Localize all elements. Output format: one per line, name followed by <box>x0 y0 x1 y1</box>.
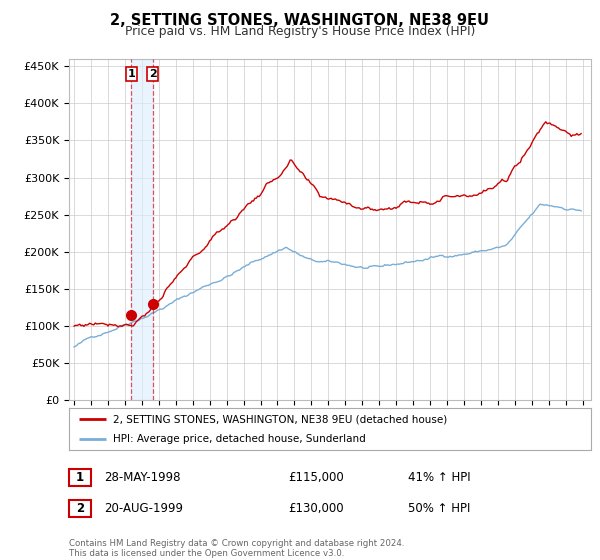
Text: HPI: Average price, detached house, Sunderland: HPI: Average price, detached house, Sund… <box>113 434 366 444</box>
Text: 2, SETTING STONES, WASHINGTON, NE38 9EU: 2, SETTING STONES, WASHINGTON, NE38 9EU <box>110 13 490 28</box>
Text: 20-AUG-1999: 20-AUG-1999 <box>104 502 183 515</box>
Text: Contains HM Land Registry data © Crown copyright and database right 2024.
This d: Contains HM Land Registry data © Crown c… <box>69 539 404 558</box>
Text: £115,000: £115,000 <box>288 470 344 484</box>
Text: 1: 1 <box>76 470 84 484</box>
Text: £130,000: £130,000 <box>288 502 344 515</box>
Text: 28-MAY-1998: 28-MAY-1998 <box>104 470 181 484</box>
Bar <box>131 59 152 400</box>
Text: 41% ↑ HPI: 41% ↑ HPI <box>408 470 470 484</box>
Text: 2, SETTING STONES, WASHINGTON, NE38 9EU (detached house): 2, SETTING STONES, WASHINGTON, NE38 9EU … <box>113 414 448 424</box>
Text: 50% ↑ HPI: 50% ↑ HPI <box>408 502 470 515</box>
Text: 2: 2 <box>149 69 157 79</box>
Text: 2: 2 <box>76 502 84 515</box>
Text: 1: 1 <box>127 69 135 79</box>
Text: Price paid vs. HM Land Registry's House Price Index (HPI): Price paid vs. HM Land Registry's House … <box>125 25 475 38</box>
